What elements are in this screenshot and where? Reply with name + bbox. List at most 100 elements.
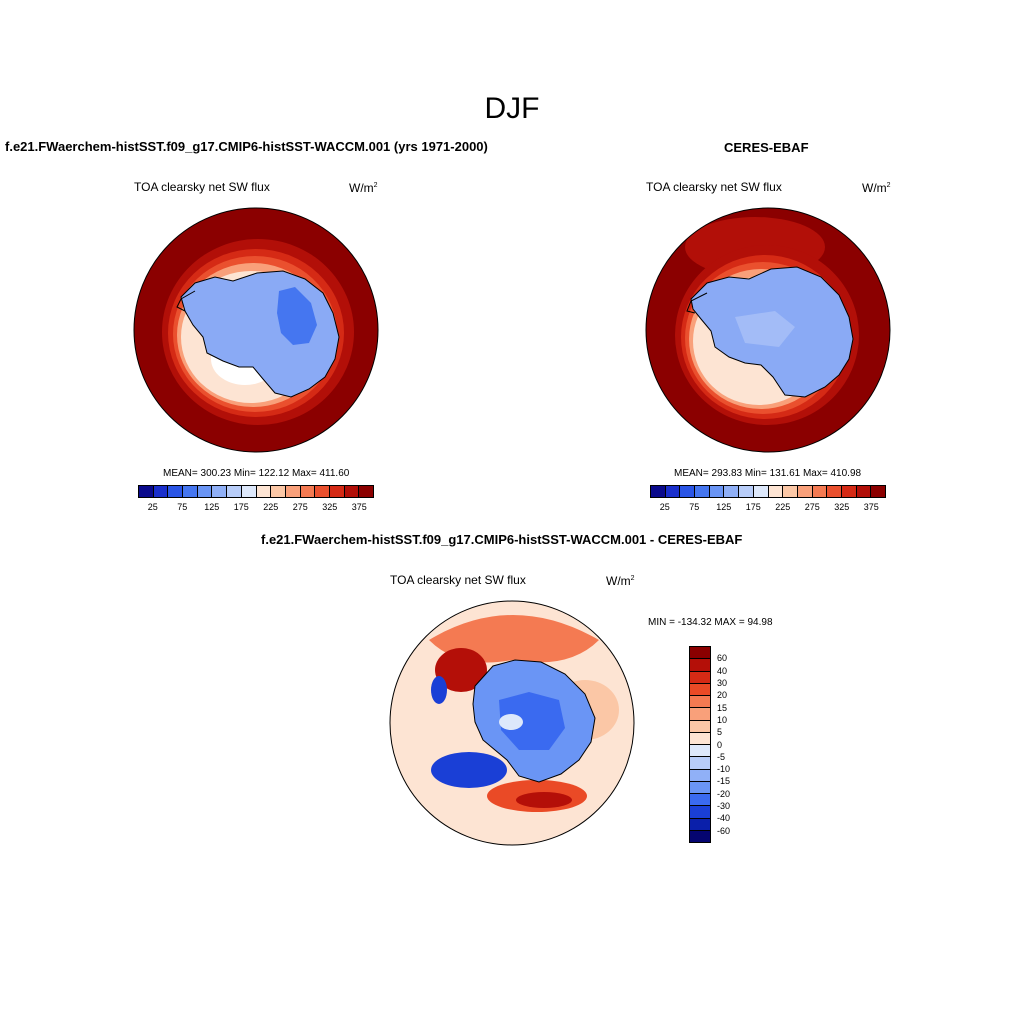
colorbar-swatch [227, 486, 242, 497]
colorbar-tick-label: 60 [717, 653, 728, 664]
colorbar-tick-label: -10 [717, 764, 731, 775]
colorbar-swatch [690, 806, 710, 819]
colorbar-swatch [812, 486, 828, 497]
colorbar-swatch [768, 486, 784, 497]
colorbar-swatch [827, 486, 842, 497]
left-colorbar-ticks: 25 75 125 175 225 275 325 375 [138, 502, 374, 514]
right-colorbar [650, 485, 886, 498]
diff-panel-title: f.e21.FWaerchem-histSST.f09_g17.CMIP6-hi… [261, 532, 743, 547]
colorbar-tick-label: 25 [147, 502, 158, 512]
main-title: DJF [484, 92, 540, 125]
colorbar-tick-label: 275 [804, 502, 820, 512]
colorbar-tick-label: 325 [322, 502, 338, 512]
colorbar-tick-label: -30 [717, 801, 731, 812]
diff-units-label: W/m2 [606, 574, 635, 588]
colorbar-swatch [256, 486, 272, 497]
colorbar-tick-label: 25 [659, 502, 670, 512]
colorbar-tick-label: 75 [177, 502, 188, 512]
colorbar-tick-label: -15 [717, 776, 731, 787]
colorbar-swatch [212, 486, 228, 497]
colorbar-swatch [271, 486, 286, 497]
right-units-label: W/m2 [862, 181, 891, 195]
colorbar-swatch [841, 486, 857, 497]
colorbar-tick-label: 225 [263, 502, 279, 512]
left-panel-title: f.e21.FWaerchem-histSST.f09_g17.CMIP6-hi… [5, 139, 488, 154]
right-colorbar-ticks: 25 75 125 175 225 275 325 375 [650, 502, 886, 514]
colorbar-tick-label: 5 [717, 727, 723, 738]
colorbar-swatch [197, 486, 213, 497]
colorbar-swatch [690, 671, 710, 684]
colorbar-swatch [690, 659, 710, 672]
colorbar-swatch [241, 486, 257, 497]
diff-weddell-cold [431, 752, 507, 788]
colorbar-tick-label: 125 [716, 502, 732, 512]
colorbar-tick-label: 20 [717, 690, 728, 701]
colorbar-swatch [690, 781, 710, 794]
colorbar-swatch [783, 486, 798, 497]
colorbar-swatch [871, 486, 885, 497]
colorbar-swatch [359, 486, 373, 497]
colorbar-swatch [690, 830, 710, 842]
diff-colorbar [689, 646, 711, 843]
colorbar-swatch [690, 757, 710, 770]
right-polar-map [645, 207, 891, 453]
colorbar-tick-label: -5 [717, 751, 726, 762]
left-colorbar [138, 485, 374, 498]
colorbar-swatch [690, 818, 710, 831]
colorbar-tick-label: 325 [834, 502, 850, 512]
colorbar-swatch [753, 486, 769, 497]
colorbar-tick-label: -20 [717, 788, 731, 799]
colorbar-swatch [690, 794, 710, 807]
colorbar-tick-label: 15 [717, 702, 728, 713]
colorbar-tick-label: 10 [717, 714, 728, 725]
colorbar-tick-label: -60 [717, 825, 731, 836]
left-units-label: W/m2 [349, 181, 378, 195]
diff-polar-map [389, 600, 635, 846]
colorbar-swatch [183, 486, 198, 497]
colorbar-tick-label: 225 [775, 502, 791, 512]
colorbar-swatch [690, 720, 710, 733]
colorbar-swatch [168, 486, 184, 497]
right-panel-title: CERES-EBAF [724, 140, 809, 155]
colorbar-swatch [797, 486, 813, 497]
diff-minmax: MIN = -134.32 MAX = 94.98 [648, 617, 773, 628]
colorbar-tick-label: 175 [233, 502, 249, 512]
colorbar-swatch [724, 486, 740, 497]
left-polar-map [133, 207, 379, 453]
colorbar-tick-label: 375 [351, 502, 367, 512]
colorbar-swatch [315, 486, 330, 497]
colorbar-swatch [285, 486, 301, 497]
diff-interior-cold [499, 692, 565, 750]
left-plateau-core [277, 287, 317, 345]
right-variable-label: TOA clearsky net SW flux [646, 180, 782, 194]
colorbar-tick-label: 275 [292, 502, 308, 512]
colorbar-swatch [300, 486, 316, 497]
colorbar-swatch [739, 486, 754, 497]
colorbar-swatch [709, 486, 725, 497]
colorbar-swatch [680, 486, 696, 497]
colorbar-swatch [695, 486, 710, 497]
colorbar-tick-label: 75 [689, 502, 700, 512]
colorbar-tick-label: 175 [745, 502, 761, 512]
colorbar-swatch [690, 696, 710, 709]
colorbar-tick-label: 0 [717, 739, 723, 750]
colorbar-swatch [329, 486, 345, 497]
left-map-border [133, 207, 379, 453]
diff-south-hot [516, 792, 572, 808]
left-stats: MEAN= 300.23 Min= 122.12 Max= 411.60 [163, 468, 350, 479]
colorbar-swatch [665, 486, 681, 497]
colorbar-swatch [690, 647, 710, 660]
diff-hotspot-nw [435, 648, 487, 692]
diff-peninsula-cold [431, 676, 447, 704]
left-variable-label: TOA clearsky net SW flux [134, 180, 270, 194]
colorbar-swatch [690, 708, 710, 721]
diff-map-border [389, 600, 635, 846]
colorbar-tick-label: 30 [717, 677, 728, 688]
colorbar-swatch [651, 486, 666, 497]
colorbar-swatch [139, 486, 154, 497]
colorbar-swatch [856, 486, 872, 497]
diff-variable-label: TOA clearsky net SW flux [390, 573, 526, 587]
right-plateau-light [735, 311, 795, 347]
right-map-border [645, 207, 891, 453]
colorbar-swatch [690, 732, 710, 745]
